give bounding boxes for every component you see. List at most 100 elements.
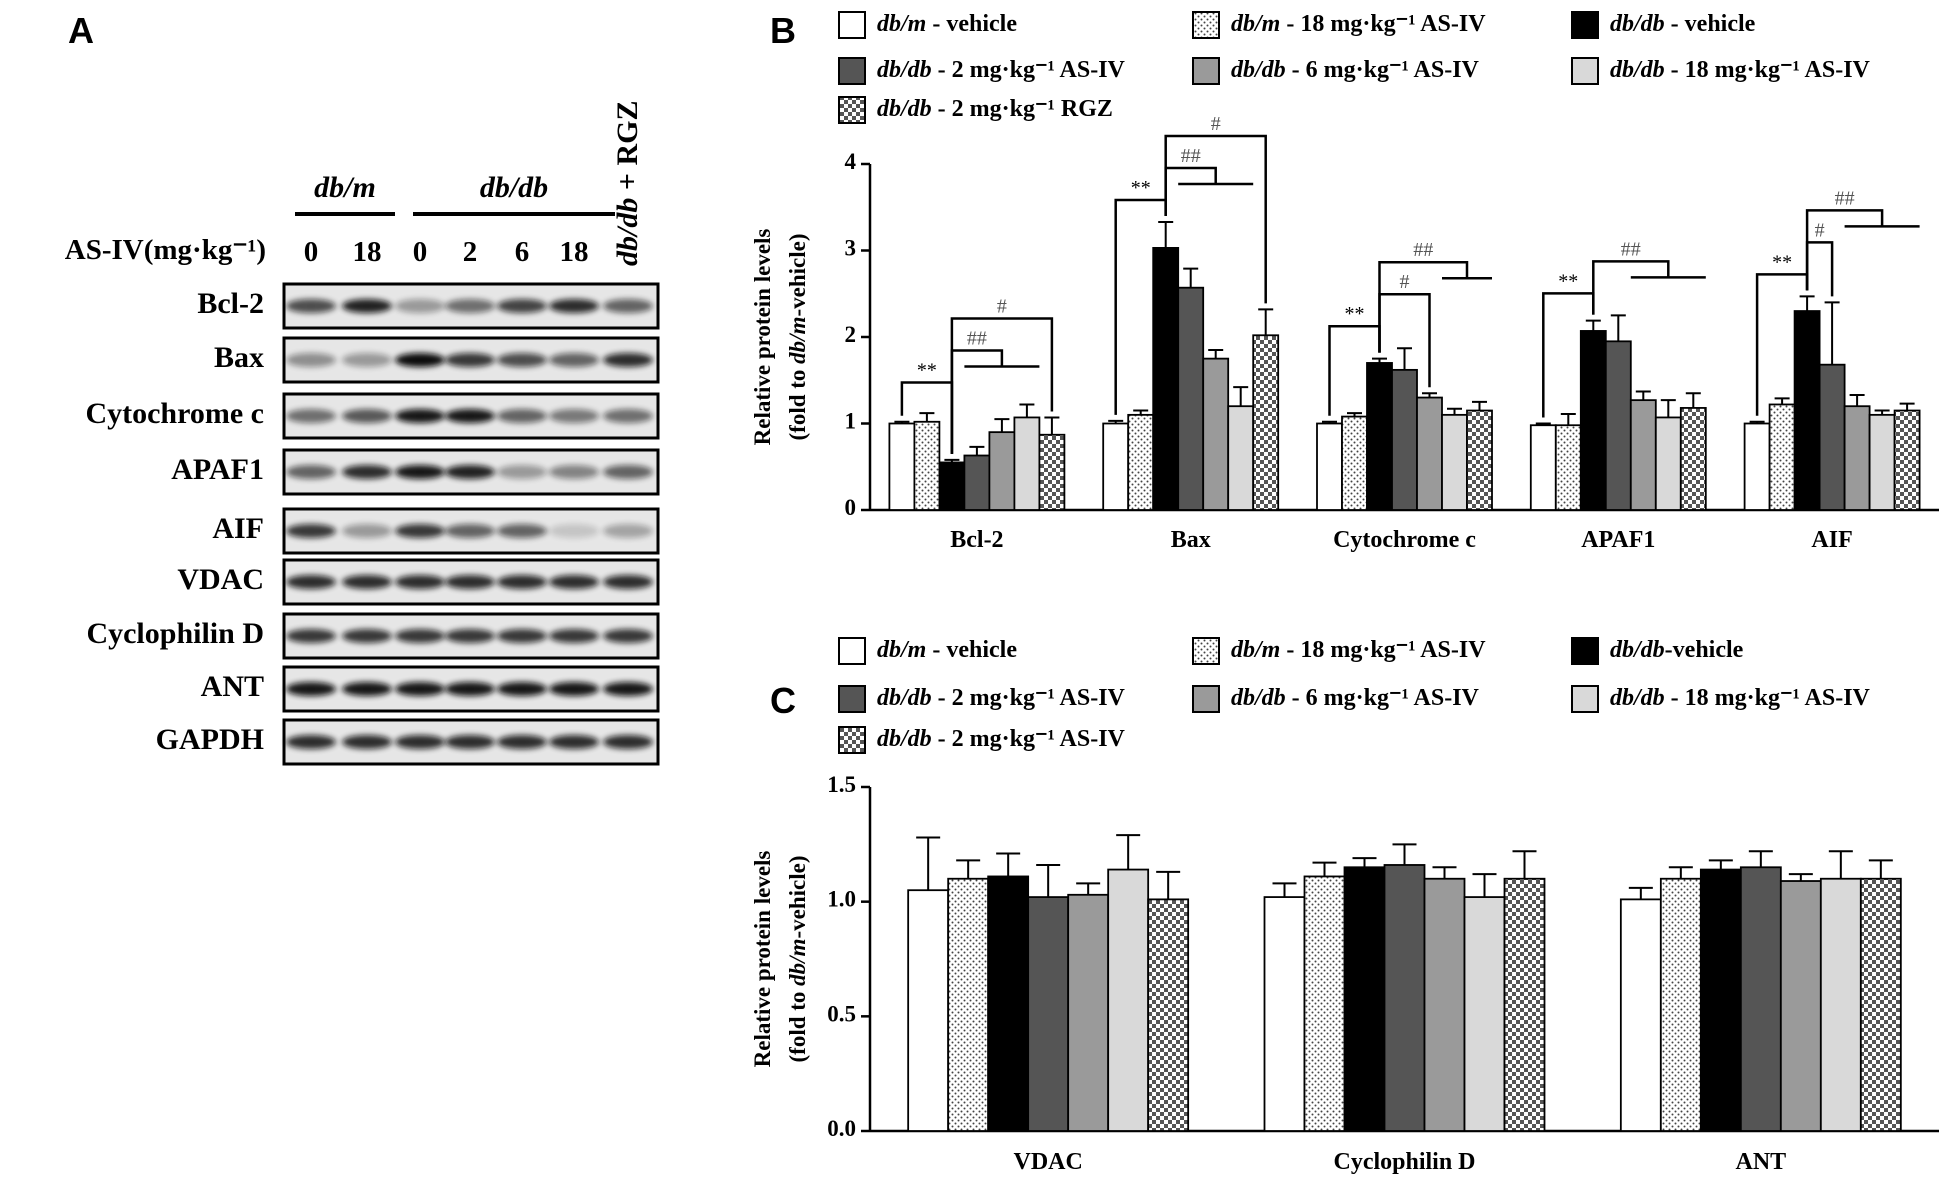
bar — [1202, 357, 1230, 511]
bar — [1423, 877, 1466, 1132]
bar — [888, 422, 916, 511]
error-bar — [1312, 861, 1337, 877]
error-bar — [1156, 870, 1181, 900]
bar — [938, 461, 966, 511]
blot-band — [286, 629, 336, 643]
error-bar — [1799, 295, 1815, 312]
blot-band — [286, 575, 336, 589]
legend-swatch — [838, 726, 866, 754]
blot-band — [342, 465, 392, 479]
blot-band — [445, 299, 495, 313]
legend-swatch — [1192, 685, 1220, 713]
blot-band — [342, 353, 392, 367]
error-bar — [1610, 314, 1626, 342]
blot-band — [497, 524, 547, 538]
legend-label: db/db-vehicle — [1610, 637, 1744, 663]
bar — [1818, 363, 1846, 511]
error-bar — [1432, 866, 1457, 879]
y-axis-label: (fold to db/m-vehicle) — [785, 234, 810, 441]
legend-swatch — [1192, 11, 1220, 39]
error-bar — [1668, 866, 1693, 879]
blot-band — [445, 629, 495, 643]
blot-band — [445, 575, 495, 589]
blot-band — [603, 575, 653, 589]
significance-label: ## — [1621, 238, 1641, 260]
y-tick-label: 0.5 — [827, 1002, 856, 1027]
x-tick-label: VDAC — [1014, 1149, 1083, 1175]
significance-label: # — [997, 295, 1007, 317]
blot-band — [395, 299, 445, 313]
protein-label: APAF1 — [171, 453, 264, 486]
legend-swatch — [838, 685, 866, 713]
protein-label: Bcl-2 — [197, 287, 264, 320]
significance-bracket — [1805, 241, 1834, 297]
error-bar — [1472, 873, 1497, 898]
bar — [1263, 896, 1306, 1132]
blot-band — [286, 299, 336, 313]
blot-band — [342, 299, 392, 313]
bar — [1316, 422, 1343, 511]
bar — [1604, 340, 1632, 511]
dose: 0 — [304, 236, 319, 268]
panel-label: B — [770, 10, 796, 51]
blot-band — [497, 465, 547, 479]
error-bar — [1044, 416, 1060, 435]
blot-band — [395, 735, 445, 749]
blot-band — [549, 409, 599, 423]
bar — [1629, 399, 1657, 511]
blot-band — [286, 353, 336, 367]
blot-band — [342, 575, 392, 589]
legend-label: db/db - 2 mg·kg⁻¹ AS-IV — [877, 685, 1126, 711]
dose-label: AS-IV(mg·kg⁻¹) — [65, 234, 266, 266]
blot-band — [395, 409, 445, 423]
blot-band — [603, 409, 653, 423]
dose: 18 — [353, 236, 382, 268]
significance-label: ** — [1772, 251, 1792, 273]
bar — [963, 454, 991, 511]
error-bar — [1019, 403, 1035, 418]
significance-label: ## — [1181, 145, 1201, 167]
dose: 2 — [463, 236, 478, 268]
bar — [1416, 396, 1443, 511]
error-bar — [1512, 850, 1537, 879]
bar — [1341, 415, 1368, 511]
y-tick-label: 0 — [845, 495, 857, 520]
blot-band — [342, 735, 392, 749]
y-tick-label: 2 — [845, 322, 857, 347]
error-bar — [1660, 399, 1676, 418]
error-bar — [1899, 402, 1915, 411]
protein-label: AIF — [212, 512, 264, 545]
error-bar — [1372, 357, 1387, 363]
blot-band — [497, 299, 547, 313]
legend-label: db/db - 6 mg·kg⁻¹ AS-IV — [1231, 685, 1480, 711]
blot-band — [497, 629, 547, 643]
significance-label: # — [1815, 219, 1825, 241]
bar — [1893, 409, 1921, 511]
error-bar — [1708, 859, 1733, 870]
legend-label: db/m - vehicle — [877, 11, 1017, 37]
blot-band — [603, 524, 653, 538]
group-label: db/db — [480, 171, 548, 204]
significance-label: ## — [1413, 239, 1433, 261]
blot-band — [549, 353, 599, 367]
legend-label: db/db - 2 mg·kg⁻¹ AS-IV — [877, 726, 1126, 752]
error-bar — [994, 418, 1010, 433]
group-label: db/m — [314, 171, 376, 204]
significance-bracket — [1164, 166, 1254, 216]
legend-label: db/m - 18 mg·kg⁻¹ AS-IV — [1231, 11, 1486, 37]
error-bar — [1635, 390, 1651, 401]
legend-swatch — [1571, 11, 1599, 39]
error-bar — [1036, 863, 1061, 898]
bar — [988, 431, 1016, 511]
y-tick-label: 0.0 — [827, 1116, 856, 1141]
y-axis-label: Relative protein levels — [750, 229, 775, 446]
significance-label: # — [1400, 271, 1410, 293]
error-bar — [1849, 393, 1865, 407]
blot-band — [395, 353, 445, 367]
bar — [1227, 405, 1255, 511]
error-bar — [894, 420, 910, 424]
y-tick-label: 4 — [845, 149, 857, 174]
blot-band — [549, 575, 599, 589]
bar — [1529, 424, 1557, 511]
